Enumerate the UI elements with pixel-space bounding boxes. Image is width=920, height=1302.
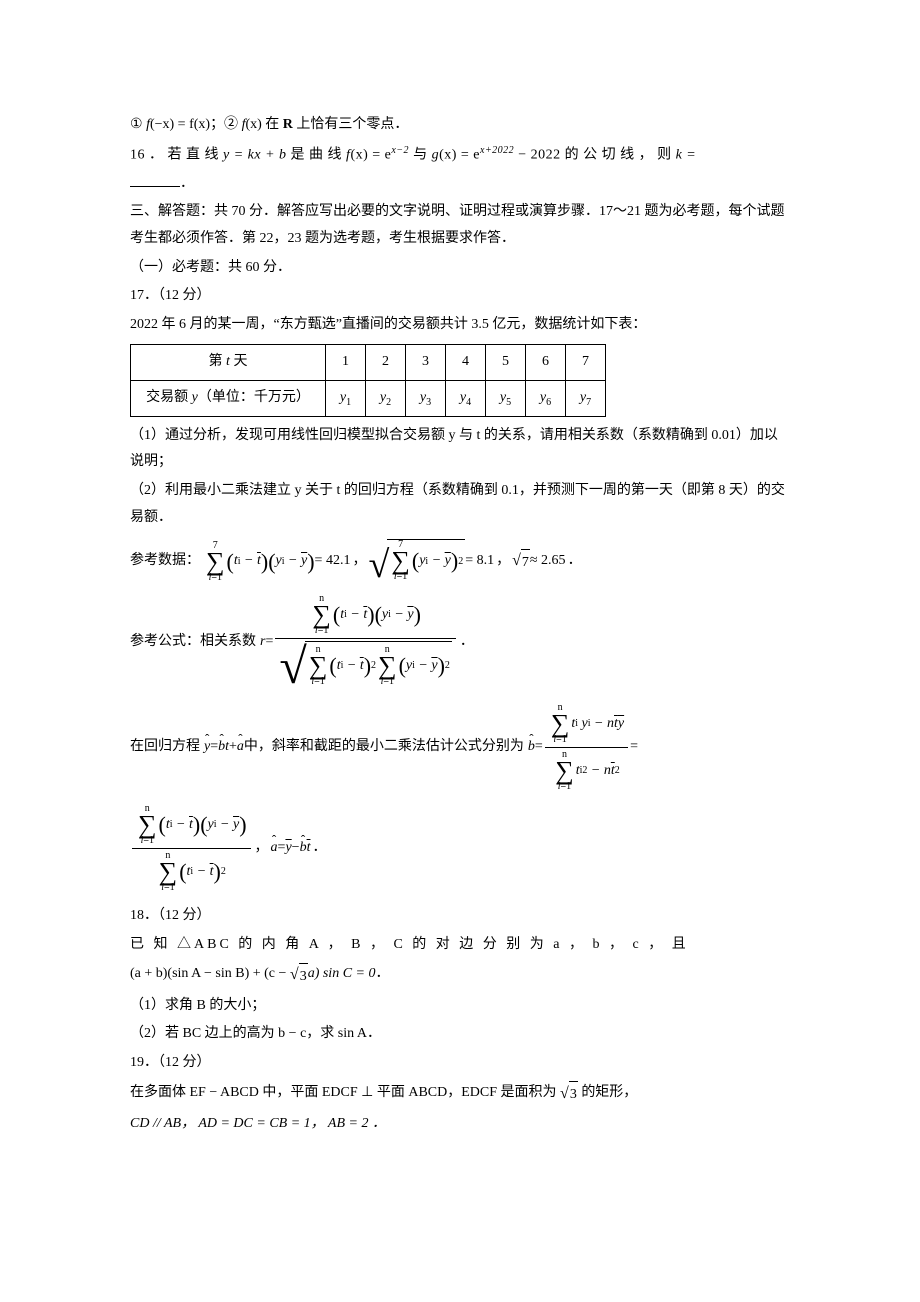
q17-refdata: 参考数据： 7 ∑ i=1 (ti − t) (yi − y) = 42.1 ，… <box>130 539 790 584</box>
q16-line2: ． <box>130 171 790 198</box>
q18-p1: （1）求角 B 的大小； <box>130 993 790 1020</box>
q17-refformula-r: 参考公式：相关系数 r = n ∑ i=1 (ti − t) (yi − y) … <box>130 592 790 693</box>
section3-heading: 三、解答题：共 70 分．解答应写出必要的文字说明、证明过程或演算步骤．17～2… <box>130 199 790 252</box>
q18-title: 18．（12 分） <box>130 903 790 930</box>
q17-intro: 2022 年 6 月的某一周，“东方甄选”直播间的交易额共计 3.5 亿元，数据… <box>130 312 790 339</box>
table-header-t: 第 t 天 <box>131 345 326 381</box>
q19-title: 19．（12 分） <box>130 1050 790 1077</box>
q18-p2: （2）若 BC 边上的高为 b − c，求 sin A． <box>130 1021 790 1048</box>
table-header-y: 交易额 y（单位：千万元） <box>131 381 326 417</box>
q17-p2: （2）利用最小二乘法建立 y 关于 t 的回归方程（系数精确到 0.1，并预测下… <box>130 478 790 531</box>
q19-line2: CD // AB， AD = DC = CB = 1， AB = 2 ． <box>130 1111 790 1138</box>
q18-line1: 已 知 △ABC 的 内 角 A ， B ， C 的 对 边 分 别 为 a ，… <box>130 932 790 959</box>
q15-line: ① f(−x) = f(x)；② f(x) 在 R 上恰有三个零点． <box>130 112 790 139</box>
q17-title: 17．（12 分） <box>130 283 790 310</box>
q17-regression-a: n ∑ i=1 (ti − t) (yi − y) n ∑ i=1 (ti − … <box>130 802 790 895</box>
q17-regression-b: 在回归方程 y = b t + a 中，斜率和截距的最小二乘法估计公式分别为 b… <box>130 701 790 794</box>
q17-table: 第 t 天 1 2 3 4 5 6 7 交易额 y（单位：千万元） y1 y2 … <box>130 344 606 416</box>
q17-p1: （1）通过分析，发现可用线性回归模型拟合交易额 y 与 t 的关系，请用相关系数… <box>130 423 790 476</box>
q18-eq: (a + b)(sin A − sin B) + (c − √3a) sin C… <box>130 960 790 990</box>
q19-line1: 在多面体 EF − ABCD 中，平面 EDCF ⊥ 平面 ABCD，EDCF … <box>130 1079 790 1109</box>
table-row: 交易额 y（单位：千万元） y1 y2 y3 y4 y5 y6 y7 <box>131 381 606 417</box>
table-row: 第 t 天 1 2 3 4 5 6 7 <box>131 345 606 381</box>
q16-line1: 16 ． 若 直 线 y = kx + b 是 曲 线 f(x) = ex−2 … <box>130 141 790 169</box>
section3-sub: （一）必考题：共 60 分． <box>130 255 790 282</box>
